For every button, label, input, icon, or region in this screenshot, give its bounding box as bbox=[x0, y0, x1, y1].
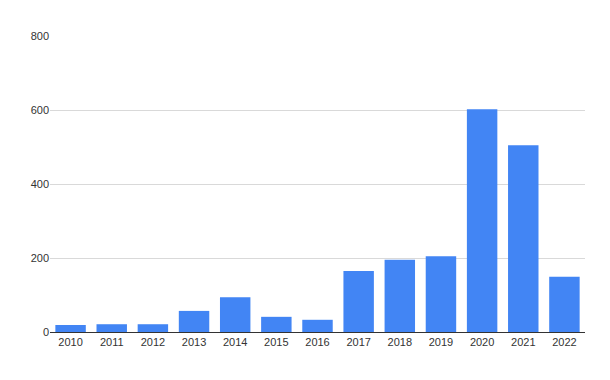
svg-text:2014: 2014 bbox=[223, 336, 247, 348]
svg-text:2015: 2015 bbox=[264, 336, 288, 348]
svg-text:800: 800 bbox=[31, 30, 49, 42]
svg-text:2013: 2013 bbox=[182, 336, 206, 348]
svg-text:2012: 2012 bbox=[141, 336, 165, 348]
svg-text:2019: 2019 bbox=[429, 336, 453, 348]
svg-text:2011: 2011 bbox=[100, 336, 124, 348]
svg-text:2017: 2017 bbox=[346, 336, 370, 348]
svg-text:2021: 2021 bbox=[511, 336, 535, 348]
svg-text:2022: 2022 bbox=[552, 336, 576, 348]
svg-text:200: 200 bbox=[31, 252, 49, 264]
svg-text:600: 600 bbox=[31, 104, 49, 116]
svg-text:2018: 2018 bbox=[388, 336, 412, 348]
svg-text:2020: 2020 bbox=[470, 336, 494, 348]
svg-text:0: 0 bbox=[43, 326, 49, 338]
svg-text:400: 400 bbox=[31, 178, 49, 190]
svg-text:2010: 2010 bbox=[58, 336, 82, 348]
svg-text:2016: 2016 bbox=[305, 336, 329, 348]
